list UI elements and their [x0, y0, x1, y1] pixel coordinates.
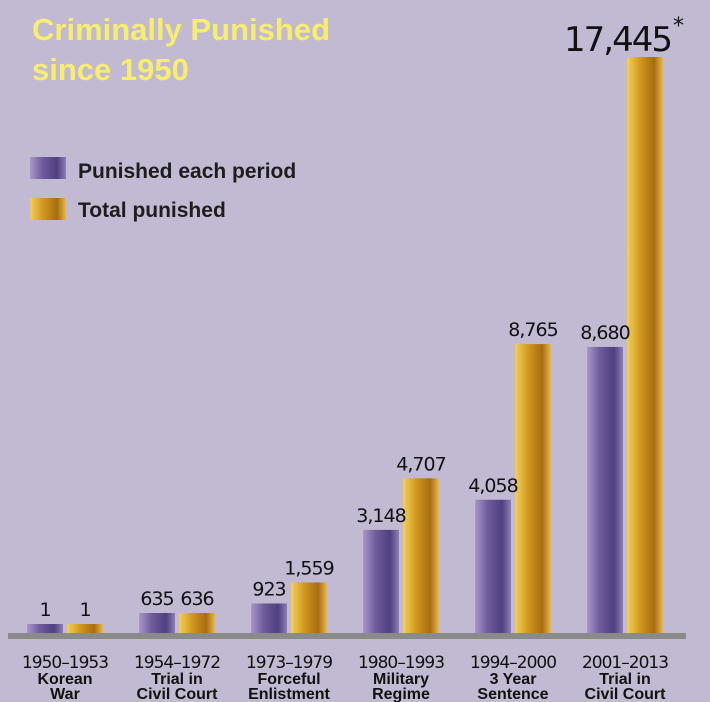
- bar-punished-each-period-3: [363, 529, 399, 634]
- category-label-3-line-0: Military: [373, 671, 429, 688]
- period-label-0: 1950–1953: [22, 653, 108, 673]
- legend-label-punished-each-period: Punished each period: [78, 160, 296, 183]
- category-label-5-line-0: Trial in: [599, 671, 651, 688]
- value-label-total-punished-5: 17,445: [564, 20, 671, 60]
- value-label-punished-each-period-3: 3,148: [356, 505, 405, 527]
- legend-swatch-punished-each-period: [30, 157, 66, 179]
- bar-punished-each-period-2: [251, 603, 287, 634]
- bar-total-punished-0: [67, 624, 103, 634]
- category-label-2-line-1: Enlistment: [248, 686, 330, 702]
- bars-layer: [27, 57, 663, 634]
- value-label-total-punished-4: 8,765: [508, 319, 557, 341]
- value-label-punished-each-period-1: 635: [140, 588, 173, 610]
- value-label-total-punished-0: 1: [79, 599, 90, 621]
- value-label-total-punished-1: 636: [180, 588, 213, 610]
- bar-total-punished-2: [291, 582, 327, 634]
- bar-total-punished-4: [515, 344, 551, 634]
- category-label-5-line-1: Civil Court: [585, 686, 667, 702]
- legend: Punished each period Total punished: [30, 157, 296, 222]
- category-label-4-line-1: Sentence: [477, 686, 548, 702]
- value-label-total-punished-3: 4,707: [396, 453, 445, 475]
- category-label-0-line-0: Korean: [37, 671, 92, 688]
- annotation-asterisk: *: [673, 14, 684, 39]
- bar-total-punished-3: [403, 478, 439, 634]
- value-label-total-punished-2: 1,559: [284, 557, 333, 579]
- chart-title-line-2: since 1950: [32, 52, 189, 87]
- value-label-punished-each-period-0: 1: [39, 599, 50, 621]
- period-label-1: 1954–1972: [134, 653, 220, 673]
- value-label-punished-each-period-4: 4,058: [468, 475, 517, 497]
- bar-total-punished-1: [179, 612, 215, 634]
- period-label-5: 2001–2013: [582, 653, 668, 673]
- category-label-1-line-0: Trial in: [151, 671, 203, 688]
- bar-punished-each-period-0: [27, 624, 63, 634]
- baseline: [8, 633, 686, 639]
- category-label-3-line-1: Regime: [372, 686, 430, 702]
- category-label-2-line-0: Forceful: [257, 671, 320, 688]
- value-label-punished-each-period-2: 923: [252, 578, 285, 600]
- period-label-4: 1994–2000: [470, 653, 556, 673]
- value-label-punished-each-period-5: 8,680: [580, 322, 629, 344]
- bar-total-punished-5: [627, 57, 663, 634]
- category-label-1-line-1: Civil Court: [137, 686, 219, 702]
- category-label-0-line-1: War: [50, 686, 80, 702]
- category-label-4-line-0: 3 Year: [490, 671, 537, 688]
- legend-label-total-punished: Total punished: [78, 199, 226, 222]
- bar-punished-each-period-1: [139, 612, 175, 634]
- chart-title-line-1: Criminally Punished: [32, 12, 330, 47]
- bar-punished-each-period-4: [475, 499, 511, 634]
- bar-punished-each-period-5: [587, 346, 623, 634]
- period-label-2: 1973–1979: [246, 653, 332, 673]
- period-label-3: 1980–1993: [358, 653, 444, 673]
- legend-swatch-total-punished: [30, 198, 66, 220]
